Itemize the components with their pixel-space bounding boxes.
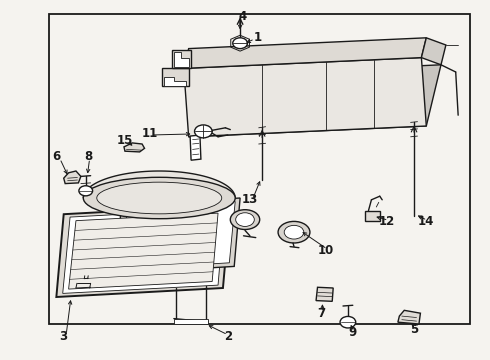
- Polygon shape: [172, 50, 191, 68]
- Polygon shape: [164, 77, 186, 86]
- Text: 1: 1: [253, 31, 261, 44]
- Ellipse shape: [97, 182, 221, 214]
- Circle shape: [79, 186, 93, 196]
- Text: 5: 5: [410, 323, 418, 336]
- Polygon shape: [174, 319, 208, 324]
- Circle shape: [195, 125, 212, 138]
- Polygon shape: [122, 202, 235, 269]
- Ellipse shape: [236, 213, 254, 226]
- Polygon shape: [64, 171, 81, 184]
- Polygon shape: [83, 171, 235, 198]
- Polygon shape: [63, 209, 224, 293]
- Text: 10: 10: [318, 244, 334, 257]
- Text: 13: 13: [242, 193, 258, 206]
- Text: 3: 3: [60, 330, 68, 343]
- Polygon shape: [69, 213, 218, 289]
- Polygon shape: [56, 205, 230, 297]
- Polygon shape: [398, 310, 420, 324]
- Polygon shape: [316, 287, 333, 301]
- Text: 6: 6: [52, 150, 60, 163]
- Text: 7: 7: [317, 307, 325, 320]
- Polygon shape: [190, 135, 201, 160]
- Polygon shape: [189, 65, 441, 137]
- Ellipse shape: [83, 177, 235, 219]
- Polygon shape: [115, 198, 240, 274]
- Ellipse shape: [284, 225, 304, 239]
- Text: 2: 2: [224, 330, 232, 343]
- Text: 15: 15: [117, 134, 133, 147]
- Polygon shape: [184, 58, 426, 137]
- Polygon shape: [421, 38, 446, 65]
- Text: 14: 14: [418, 215, 435, 228]
- Polygon shape: [184, 38, 426, 68]
- Ellipse shape: [278, 221, 310, 243]
- Polygon shape: [162, 68, 189, 86]
- Text: 4: 4: [239, 10, 246, 23]
- Circle shape: [233, 38, 247, 49]
- Text: 12: 12: [379, 215, 395, 228]
- Bar: [49, 14, 470, 324]
- Text: 9: 9: [349, 327, 357, 339]
- Polygon shape: [124, 143, 145, 152]
- Text: 8: 8: [84, 150, 92, 163]
- Polygon shape: [365, 211, 380, 221]
- Ellipse shape: [230, 210, 260, 230]
- Circle shape: [340, 316, 356, 328]
- Text: 11: 11: [141, 127, 158, 140]
- Polygon shape: [174, 52, 189, 67]
